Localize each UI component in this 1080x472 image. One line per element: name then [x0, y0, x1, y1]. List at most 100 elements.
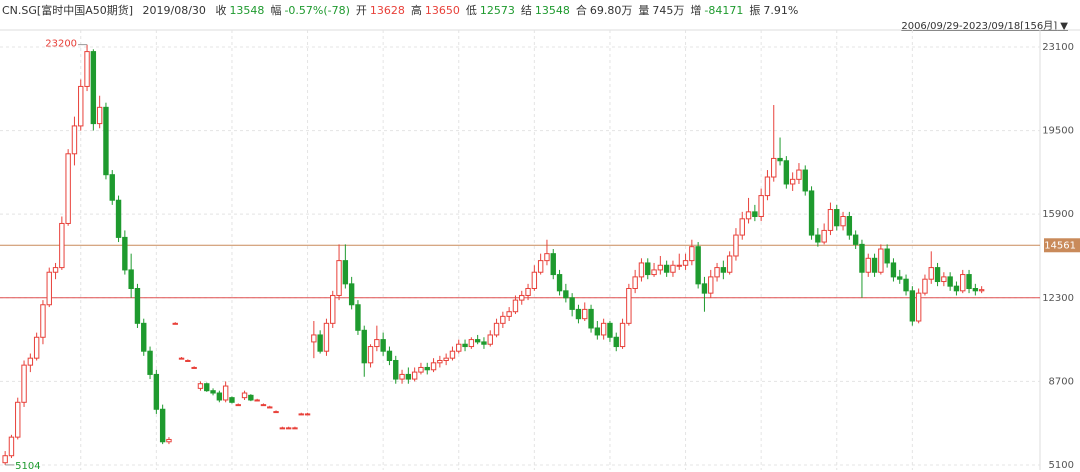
candle-body	[298, 413, 304, 416]
candle-body	[405, 373, 412, 380]
field-value: 13548	[534, 4, 570, 17]
candle-body	[960, 274, 966, 292]
candle-body	[978, 289, 985, 292]
candle-body	[273, 411, 279, 414]
candle-body	[663, 264, 670, 273]
candle-body	[84, 51, 90, 87]
candle-body	[304, 413, 311, 416]
candle-body	[399, 373, 405, 380]
candle-body	[248, 394, 254, 401]
candle-body	[500, 315, 506, 324]
field-label: 合	[575, 4, 587, 17]
date-range-text[interactable]: 2006/09/29-2023/09/18[156月]	[901, 21, 1058, 32]
candle-body	[46, 271, 52, 306]
candle-body	[714, 267, 720, 278]
candle-body	[456, 343, 462, 352]
date: 2019/08/30	[142, 4, 206, 17]
field-label: 量	[638, 4, 650, 17]
high-annotation: 23200	[45, 39, 77, 50]
field-label: 振	[749, 4, 761, 17]
candle-body	[172, 322, 178, 325]
field-value: -84171	[704, 4, 744, 17]
candle-body	[519, 294, 525, 301]
candle-body	[834, 209, 840, 227]
candle-body	[222, 385, 229, 401]
y-tick-label: 12300	[1042, 293, 1074, 304]
candle-body	[185, 359, 191, 362]
candle-body	[594, 327, 601, 336]
candle-body	[216, 392, 223, 401]
candle-body	[941, 276, 947, 283]
candle-body	[512, 299, 519, 313]
header-field: 量 745万	[638, 4, 684, 17]
candle-body	[739, 218, 745, 236]
candle-body	[141, 322, 147, 352]
date-range[interactable]: 2006/09/29-2023/09/18[156月] ▼	[901, 21, 1068, 32]
candle-body	[588, 308, 594, 329]
field-value: 13548	[229, 4, 265, 17]
candle-body	[676, 264, 682, 267]
candle-body	[953, 285, 960, 292]
candle-body	[8, 436, 15, 457]
candle-body	[531, 271, 538, 289]
candle-body	[544, 253, 550, 262]
candle-body	[393, 359, 399, 380]
candle-body	[733, 234, 739, 257]
candle-body	[972, 287, 979, 292]
candle-body	[764, 176, 771, 197]
candle-body	[311, 334, 317, 343]
candle-body	[204, 383, 210, 392]
candle-body	[569, 297, 575, 310]
candle-body	[689, 246, 695, 262]
candle-body	[638, 262, 645, 278]
price-label: 14561	[1044, 240, 1076, 251]
candle-body	[903, 278, 909, 292]
candle-body	[59, 222, 65, 269]
candle-body	[386, 350, 393, 361]
field-value: 7.91%	[763, 4, 799, 17]
candle-body	[852, 234, 859, 245]
header-field: 结 13548	[521, 4, 570, 17]
candle-body	[323, 322, 330, 352]
header-field: 收 13548	[215, 4, 264, 17]
candle-body	[159, 408, 166, 443]
candle-body	[871, 257, 878, 273]
candle-body	[701, 283, 708, 294]
y-tick-label: 8700	[1049, 376, 1074, 387]
candle-body	[40, 304, 46, 338]
candle-body	[197, 383, 204, 389]
field-label: 收	[215, 4, 227, 17]
candle-body	[934, 267, 941, 283]
candle-body	[21, 364, 27, 403]
candle-body	[626, 287, 632, 324]
candle-body	[840, 215, 846, 227]
y-tick-label: 19500	[1042, 126, 1074, 137]
header-field: 振 7.91%	[749, 4, 798, 17]
candle-body	[619, 322, 626, 348]
header-field: 高 13650	[411, 4, 460, 17]
y-tick-label: 23100	[1042, 42, 1074, 53]
candle-body	[361, 329, 367, 364]
candle-body	[78, 85, 84, 127]
candle-body	[726, 255, 733, 273]
candle-body	[96, 106, 103, 125]
field-value: 69.80万	[589, 4, 633, 17]
candle-body	[613, 336, 619, 348]
candle-body	[260, 404, 267, 407]
candle-body	[878, 248, 884, 273]
field-value: 13628	[369, 4, 405, 17]
candle-body	[481, 341, 487, 345]
candle-body	[720, 267, 727, 273]
candle-body	[374, 339, 380, 348]
candle-body	[632, 276, 638, 289]
candle-body	[752, 211, 758, 217]
candle-body	[254, 399, 260, 402]
candle-body	[285, 427, 292, 430]
candle-body	[15, 401, 21, 438]
candle-body	[600, 322, 607, 336]
low-annotation: 5104	[15, 461, 40, 472]
candle-body	[947, 276, 953, 287]
candle-body	[846, 215, 853, 236]
candle-body	[115, 199, 122, 238]
